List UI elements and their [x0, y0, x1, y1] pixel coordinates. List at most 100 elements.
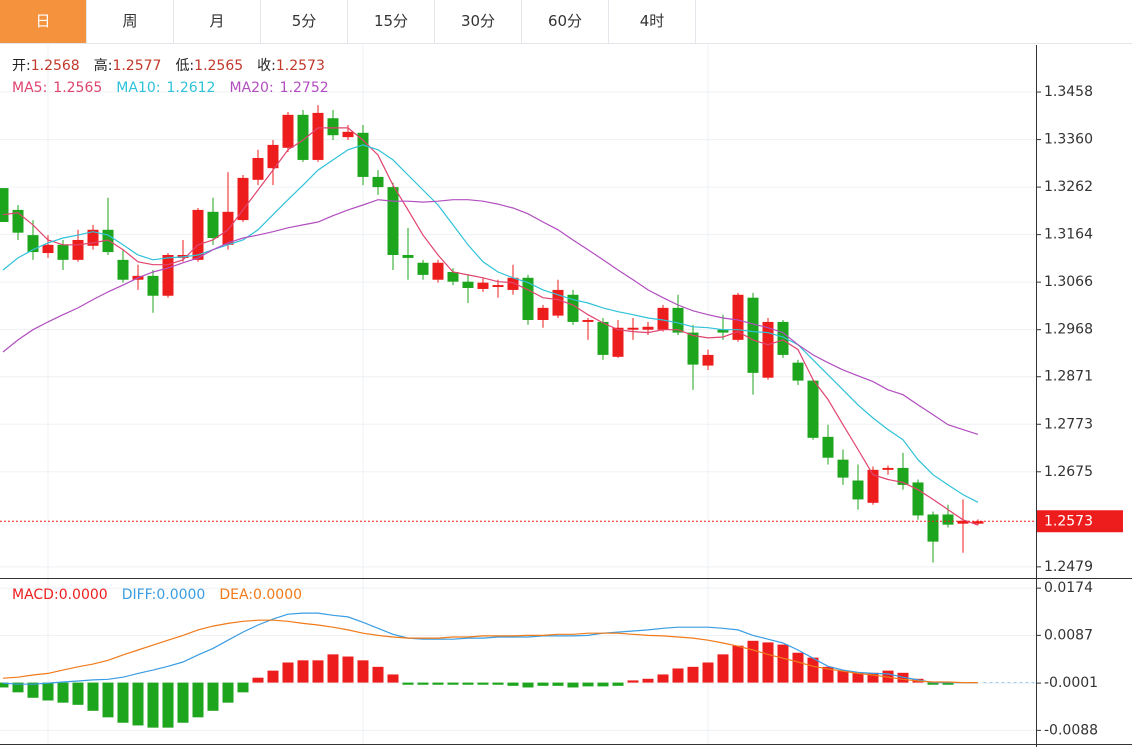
- y-tick-label: 1.2871: [1044, 369, 1093, 385]
- macd-bar: [357, 660, 369, 683]
- legend-value: 1.2612: [166, 80, 215, 96]
- period-tab[interactable]: 30分: [435, 0, 522, 43]
- y-tick-label: 0.0087: [1044, 627, 1093, 643]
- macd-bar: [687, 666, 699, 683]
- y-tick-label: 1.3066: [1044, 274, 1093, 290]
- ohlc-label: 收:: [257, 58, 276, 74]
- period-tab[interactable]: 60分: [522, 0, 609, 43]
- macd-bar: [792, 652, 804, 683]
- candle-body: [432, 262, 444, 280]
- candle-body: [852, 480, 864, 500]
- macd-bar: [702, 662, 714, 683]
- macd-bar: [87, 682, 99, 711]
- candle-body: [867, 469, 879, 503]
- macd-bar: [207, 682, 219, 711]
- candle-body: [897, 467, 909, 485]
- macd-bar: [132, 682, 144, 726]
- ohlc-value: 1.2568: [31, 58, 80, 74]
- candle-body: [0, 188, 9, 223]
- period-tab[interactable]: 日: [0, 0, 87, 43]
- macd-bar: [72, 682, 84, 705]
- candle-body: [117, 259, 129, 280]
- period-tab[interactable]: 月: [174, 0, 261, 43]
- period-tabs: 日周月 5分 15分 30分 60分 4时: [0, 0, 1132, 44]
- macd-bar: [567, 682, 579, 688]
- macd-bar: [267, 670, 279, 683]
- legend: MACD:0.0000 DIFF:0.0000 DEA:0.0000: [12, 587, 302, 603]
- y-tick-label: 1.3360: [1044, 132, 1093, 148]
- candle-body: [672, 307, 684, 333]
- candle-body: [792, 362, 804, 381]
- macd-bar: [552, 682, 564, 686]
- candle-body: [942, 514, 954, 525]
- y-tick-label: 0.0174: [1044, 580, 1093, 596]
- candle-body: [162, 254, 174, 296]
- ohlc-value: 1.2577: [112, 58, 161, 74]
- candle-body: [192, 209, 204, 260]
- legend-name: MA5:: [12, 80, 47, 96]
- ohlc-label: 开:: [12, 58, 31, 74]
- macd-bar: [177, 682, 189, 723]
- candle-body: [567, 294, 579, 322]
- legend-value: 0.0000: [156, 587, 205, 603]
- ohlc-value: 1.2573: [276, 58, 325, 74]
- candle-body: [552, 289, 564, 316]
- macd-bar: [807, 657, 819, 683]
- candle-body: [102, 229, 114, 253]
- macd-bar: [327, 654, 339, 683]
- macd-bar: [582, 682, 594, 687]
- macd-bar: [27, 682, 39, 698]
- period-tab[interactable]: 周: [87, 0, 174, 43]
- macd-bar: [942, 682, 954, 685]
- macd-bar: [342, 656, 354, 683]
- candle-body: [477, 282, 489, 289]
- macd-bar: [117, 682, 129, 723]
- candle-body: [87, 229, 99, 246]
- candle-body: [717, 329, 729, 333]
- candle-body: [582, 319, 594, 322]
- candle-body: [72, 239, 84, 260]
- candle-body: [447, 271, 459, 282]
- macd-bar: [762, 642, 774, 683]
- candle-body: [687, 332, 699, 365]
- candle-body: [147, 275, 159, 296]
- macd-line: [2, 612, 978, 685]
- chart-background: [0, 44, 1132, 747]
- candle-body: [312, 112, 324, 160]
- macd-bar: [717, 654, 729, 683]
- macd-bar: [282, 662, 294, 683]
- macd-bar: [372, 666, 384, 683]
- candle-body: [267, 144, 279, 169]
- macd-bar: [627, 680, 639, 683]
- last-price-label: 1.2573: [1044, 513, 1093, 529]
- period-tab[interactable]: 4时: [609, 0, 696, 43]
- legend-name: MA20:: [229, 80, 273, 96]
- candle-body: [372, 176, 384, 188]
- legend-name: DEA:: [219, 587, 253, 603]
- y-tick-label: 1.2675: [1044, 464, 1093, 480]
- candle-body: [747, 297, 759, 373]
- period-tab[interactable]: 5分: [261, 0, 348, 43]
- macd-bar: [417, 682, 429, 685]
- ohlc-label: 高:: [94, 57, 113, 74]
- period-tab[interactable]: 15分: [348, 0, 435, 43]
- macd-bar: [537, 682, 549, 686]
- candle-body: [12, 209, 24, 233]
- macd-bar: [777, 644, 789, 683]
- macd-bar: [12, 682, 24, 693]
- macd-bar: [642, 678, 654, 683]
- y-tick-label: 1.3262: [1044, 179, 1093, 195]
- candle-body: [402, 254, 414, 258]
- macd-bar: [462, 682, 474, 685]
- y-tick-label: 1.3164: [1044, 227, 1093, 243]
- macd-bar: [297, 660, 309, 683]
- candle-body: [27, 235, 39, 253]
- macd-bar: [672, 668, 684, 683]
- macd-bar: [867, 672, 879, 683]
- candle-body: [612, 327, 624, 357]
- macd-bar: [447, 682, 459, 685]
- candle-body: [597, 321, 609, 355]
- macd-bar: [0, 682, 9, 688]
- legend-name: DIFF:: [122, 587, 157, 603]
- macd-bar: [657, 674, 669, 683]
